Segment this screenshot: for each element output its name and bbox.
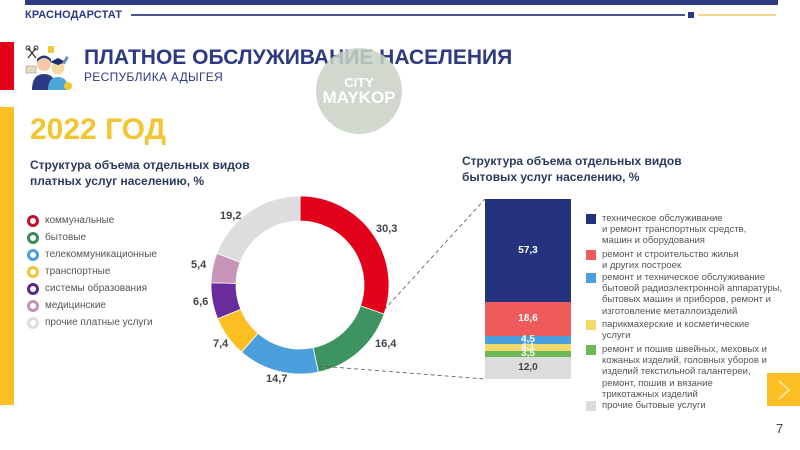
page-title: ПЛАТНОЕ ОБСЛУЖИВАНИЕ НАСЕЛЕНИЯ: [84, 46, 513, 69]
segment-value: 12,0: [518, 362, 538, 373]
donut-label-medical: 5,4: [191, 259, 207, 271]
legend-item-other: прочие платные услуги: [27, 314, 157, 331]
legend-label: парикмахерские и косметические услуги: [602, 319, 750, 342]
legend-item-transport: транспортные: [27, 263, 157, 280]
year-title: 2022 ГОД: [30, 113, 166, 146]
legend-label: коммунальные: [45, 215, 115, 226]
legend-label: ремонт и пошив швейных, меховых и кожаны…: [602, 344, 767, 400]
paid-services-legend: коммунальные бытовые телекоммуникационны…: [27, 212, 157, 331]
legend-item-electronics-repair: ремонт и техническое обслуживание бытово…: [586, 272, 786, 319]
bar-segment-electronics-repair: 4,5: [485, 334, 571, 345]
page-number: 7: [776, 421, 784, 436]
title-line: платных услуг населению, %: [30, 174, 205, 188]
legend-label: транспортные: [45, 266, 111, 277]
legend-item-communal: коммунальные: [27, 212, 157, 229]
segment-value: 57,3: [518, 244, 538, 256]
bar-segment-hairdressing: 4,1: [485, 341, 571, 353]
watermark-line2: MAYKOP: [322, 88, 396, 107]
square-marker-icon: [586, 214, 596, 224]
paid-services-chart-title: Структура объема отдельных видов платных…: [30, 157, 250, 189]
header-rule: [131, 14, 685, 16]
legend-label: бытовые: [45, 232, 87, 243]
legend-item-transport-repair: техническое обслуживание и ремонт трансп…: [586, 213, 786, 249]
header-rule-accent: [698, 14, 776, 16]
legend-item-household: бытовые: [27, 229, 157, 246]
title-line: Структура объема отдельных видов: [462, 154, 682, 168]
legend-label: прочие бытовые услуги: [602, 400, 706, 411]
ring-marker-icon: [27, 214, 39, 227]
legend-item-other: прочие бытовые услуги: [586, 400, 786, 412]
bar-segment-transport-repair: 57,3: [485, 199, 571, 302]
donut-label-transport: 7,4: [213, 338, 229, 350]
household-services-legend: техническое обслуживание и ремонт трансп…: [586, 213, 786, 412]
title-line: бытовых услуг населению, %: [462, 170, 640, 184]
square-marker-icon: [586, 401, 596, 411]
top-brand-bar: [25, 0, 778, 5]
square-marker-icon: [586, 250, 596, 260]
legend-label: медицинские: [45, 300, 106, 311]
segment-value: 4,1: [521, 341, 535, 353]
ring-marker-icon: [27, 316, 39, 329]
ring-marker-icon: [27, 265, 39, 278]
legend-item-housing: ремонт и строительство жилья и других по…: [586, 249, 786, 272]
people-services-icon: [25, 45, 72, 90]
city-maykop-watermark: CITY MAYKOP: [316, 48, 402, 134]
segment-value: 4,5: [521, 334, 535, 345]
paid-services-donut: [210, 195, 390, 375]
red-accent-bar: [0, 42, 14, 90]
legend-label: ремонт и строительство жилья и других по…: [602, 249, 739, 272]
bar-segment-housing: 18,6: [485, 302, 571, 336]
legend-label: техническое обслуживание и ремонт трансп…: [602, 213, 747, 247]
legend-item-tailoring: ремонт и пошив швейных, меховых и кожаны…: [586, 344, 786, 400]
legend-label: системы образования: [45, 283, 148, 294]
next-slide-button[interactable]: [767, 373, 800, 406]
donut-label-other: 19,2: [220, 210, 242, 222]
page-subtitle: РЕСПУБЛИКА АДЫГЕЯ: [84, 70, 224, 84]
ring-marker-icon: [27, 282, 39, 295]
legend-item-medical: медицинские: [27, 297, 157, 314]
yellow-accent-bar: [0, 107, 14, 405]
ring-marker-icon: [27, 248, 39, 261]
segment-value: 18,6: [518, 313, 538, 324]
header-rule-marker: [688, 12, 694, 18]
household-services-stacked-bar: 57,3 18,6 4,5 4,1 3,5 12,0: [485, 199, 571, 379]
segment-value: 3,5: [521, 348, 535, 359]
donut-slice: [216, 195, 301, 263]
watermark-line1: CITY: [344, 75, 374, 90]
household-services-chart-title: Структура объема отдельных видов бытовых…: [462, 153, 682, 185]
donut-label-household: 16,4: [375, 338, 397, 350]
donut-label-telecom: 14,7: [266, 373, 288, 385]
square-marker-icon: [586, 320, 596, 330]
title-line: Структура объема отдельных видов: [30, 158, 250, 172]
bar-segment-other: 12,0: [485, 357, 571, 379]
chevron-right-icon: [777, 379, 790, 400]
legend-item-telecom: телекоммуникационные: [27, 246, 157, 263]
donut-label-education: 6,6: [193, 296, 209, 308]
ring-marker-icon: [27, 299, 39, 312]
donut-label-communal: 30,3: [376, 223, 398, 235]
legend-item-hairdressing: парикмахерские и косметические услуги: [586, 319, 786, 344]
org-name: КРАСНОДАРСТАТ: [25, 9, 123, 21]
legend-label: телекоммуникационные: [45, 249, 157, 260]
square-marker-icon: [586, 273, 596, 283]
bar-segment-tailoring: 3,5: [485, 348, 571, 359]
legend-label: прочие платные услуги: [45, 317, 153, 328]
square-marker-icon: [586, 345, 596, 355]
legend-label: ремонт и техническое обслуживание бытово…: [602, 272, 783, 317]
ring-marker-icon: [27, 231, 39, 244]
legend-item-education: системы образования: [27, 280, 157, 297]
